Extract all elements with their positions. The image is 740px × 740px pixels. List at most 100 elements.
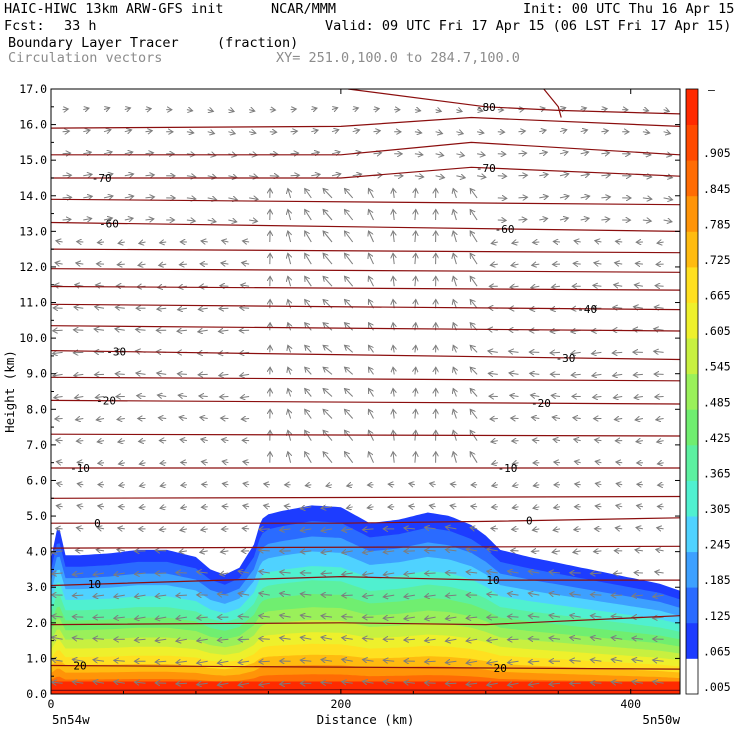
vector-arrow	[347, 507, 353, 509]
temperature-contour	[51, 198, 680, 206]
vector-arrow	[241, 419, 250, 420]
vector-arrow	[415, 231, 416, 243]
contour-label: 10	[486, 574, 499, 587]
vector-arrow	[553, 241, 561, 242]
vector-arrow	[528, 661, 540, 662]
x-tick-label: 400	[620, 697, 641, 711]
vector-arrow	[476, 110, 483, 112]
vector-arrow	[445, 639, 457, 641]
vector-arrow	[77, 484, 84, 485]
vector-arrow	[305, 345, 312, 353]
vector-arrow	[369, 189, 374, 199]
vector-arrow	[512, 463, 519, 464]
vector-arrow	[269, 132, 277, 133]
vector-arrow	[288, 345, 291, 353]
vector-arrow	[369, 276, 374, 287]
vector-arrow	[217, 594, 229, 595]
vector-arrow	[177, 330, 187, 331]
vector-arrow	[616, 241, 623, 242]
colorbar-label: .485	[703, 395, 731, 409]
vector-arrow	[593, 397, 602, 398]
vector-arrow	[530, 373, 540, 374]
vector-arrow	[539, 218, 547, 220]
vector-arrow	[118, 528, 125, 529]
vector-arrow	[614, 419, 623, 420]
vector-arrow	[259, 571, 270, 573]
vector-arrow	[663, 220, 672, 222]
vector-arrow	[124, 174, 134, 176]
vector-arrow	[601, 175, 610, 176]
contour-label: -20	[531, 397, 551, 410]
vector-arrow	[72, 659, 84, 661]
vector-arrow	[477, 176, 486, 178]
vector-arrow	[176, 639, 187, 641]
vector-arrow	[367, 507, 374, 508]
y-tick-label: 6.0	[26, 473, 47, 487]
vector-arrow	[590, 616, 602, 618]
vector-arrow	[103, 108, 110, 110]
vector-arrow	[637, 484, 643, 485]
vector-arrow	[160, 463, 167, 464]
vector-arrow	[220, 397, 229, 398]
colorbar-label: .245	[703, 538, 731, 552]
vector-arrow	[435, 154, 444, 156]
vector-arrow	[321, 507, 333, 509]
vector-arrow	[549, 638, 561, 639]
vector-arrow	[393, 210, 394, 221]
vector-arrow	[655, 572, 664, 573]
temperature-contour	[51, 575, 680, 587]
vector-arrow	[159, 529, 167, 530]
vector-arrow	[590, 683, 602, 684]
vector-arrow	[663, 198, 673, 200]
vector-arrow	[93, 660, 105, 662]
vector-arrow	[393, 452, 394, 463]
vector-arrow	[513, 485, 519, 487]
vector-arrow	[552, 286, 561, 287]
vector-arrow	[492, 485, 498, 486]
y-axis-title: Height (km)	[2, 350, 17, 433]
vector-arrow	[56, 440, 63, 441]
vector-arrow	[528, 571, 540, 573]
y-tick-label: 11.0	[19, 296, 47, 310]
vector-arrow	[393, 409, 394, 419]
vector-arrow	[570, 660, 581, 661]
vector-arrow	[321, 682, 333, 683]
vector-arrow	[83, 108, 89, 110]
vector-arrow	[52, 551, 63, 553]
vector-arrow	[76, 441, 84, 442]
vector-arrow	[331, 174, 341, 176]
vector-arrow	[199, 286, 208, 287]
temperature-contours	[51, 89, 680, 691]
colorbar-swatch	[686, 195, 698, 232]
vector-arrow	[655, 397, 664, 398]
vector-arrow	[96, 550, 105, 551]
vector-arrow	[574, 241, 581, 242]
vector-arrow	[77, 505, 84, 507]
vector-arrow	[653, 617, 664, 618]
field-units: (fraction)	[217, 35, 299, 51]
vector-arrow	[288, 389, 291, 397]
vector-arrow	[135, 639, 146, 640]
vector-arrow	[345, 389, 354, 397]
vector-arrow	[207, 110, 214, 112]
vector-arrow	[243, 506, 250, 507]
vector-arrow	[160, 507, 167, 509]
vector-arrow	[323, 452, 333, 464]
vector-arrow	[249, 220, 257, 221]
vector-arrow	[539, 196, 548, 198]
vector-arrow	[180, 440, 187, 441]
vector-arrow	[369, 323, 374, 331]
vector-arrow	[197, 639, 208, 641]
vector-arrow	[264, 505, 270, 506]
vector-arrow	[404, 639, 415, 640]
contour-labels: 20 20 10 10 0 0 -10 -10 -20 -20 -30 -30 -40 -60 -60 -70…	[70, 101, 597, 675]
vector-arrow	[95, 397, 105, 398]
vector-arrow	[642, 154, 651, 155]
vector-arrow	[145, 109, 152, 110]
vector-arrow	[637, 506, 644, 507]
vector-arrow	[145, 175, 155, 176]
vector-arrow	[510, 395, 519, 396]
vector-arrow	[155, 595, 167, 597]
vector-arrow	[280, 593, 291, 595]
colorbar-swatch	[686, 480, 698, 517]
